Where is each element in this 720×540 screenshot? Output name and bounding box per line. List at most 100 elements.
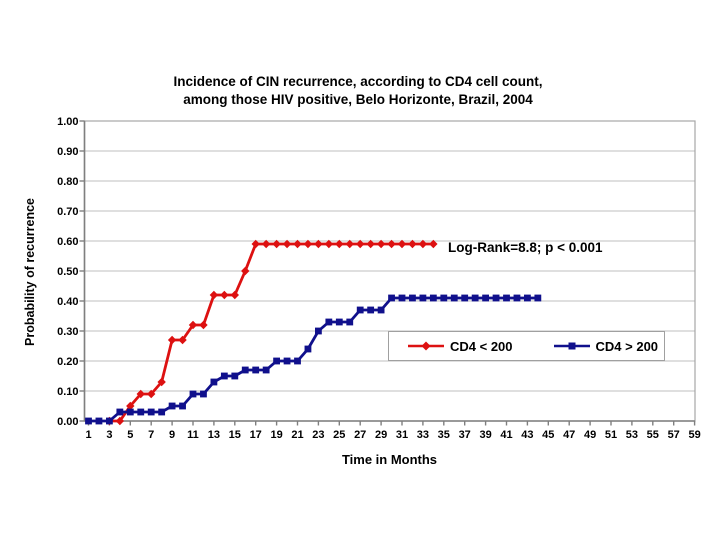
x-tick-label: 31: [396, 429, 408, 441]
data-point-diamond: [314, 239, 323, 249]
data-point-square: [398, 294, 406, 302]
y-tick-label: 0.30: [57, 326, 78, 338]
data-point-diamond: [366, 239, 375, 249]
data-point-diamond: [335, 239, 344, 249]
x-tick-label: 21: [291, 429, 303, 441]
x-tick-label: 39: [479, 429, 491, 441]
data-point-square: [367, 306, 375, 314]
y-tick-label: 0.80: [57, 176, 78, 188]
x-tick-label: 43: [521, 429, 533, 441]
data-point-square: [492, 294, 500, 302]
data-point-square: [262, 366, 270, 374]
data-point-square: [482, 294, 489, 302]
data-point-diamond: [220, 290, 229, 300]
x-tick-label: 37: [459, 429, 471, 441]
data-point-square: [85, 417, 92, 425]
legend-item-cd4-gt-200: CD4 > 200: [553, 338, 659, 354]
data-point-square: [513, 294, 521, 302]
x-tick-label: 45: [542, 429, 554, 441]
x-tick-label: 57: [668, 429, 680, 441]
x-axis-title: Time in Months: [341, 452, 438, 467]
data-point-square: [210, 378, 218, 386]
data-point-diamond: [157, 377, 166, 387]
data-point-square: [471, 294, 479, 302]
data-point-square: [147, 408, 155, 416]
legend-red-diamond-marker-icon: [408, 341, 444, 351]
data-point-square: [273, 357, 280, 365]
data-point-square: [503, 294, 510, 302]
x-tick-label: 47: [563, 429, 575, 441]
data-point-square: [95, 417, 103, 425]
x-tick-label: 23: [312, 429, 324, 441]
x-tick-label: 49: [584, 429, 596, 441]
y-tick-label: 0.10: [57, 386, 78, 398]
data-point-diamond: [178, 335, 187, 345]
data-point-diamond: [387, 239, 396, 249]
y-axis-title: Probability of recurrence: [23, 198, 37, 346]
x-tick-label: 53: [626, 429, 638, 441]
data-point-square: [409, 294, 416, 302]
x-tick-label: 17: [250, 429, 262, 441]
x-tick-label: 59: [688, 429, 700, 441]
data-point-square: [429, 294, 437, 302]
x-tick-label: 19: [270, 429, 282, 441]
data-point-square: [419, 294, 427, 302]
x-tick-label: 35: [438, 429, 450, 441]
data-point-square: [356, 306, 364, 314]
data-point-square: [440, 294, 448, 302]
data-point-square: [346, 318, 354, 326]
y-tick-label: 0.40: [57, 296, 78, 308]
data-point-diamond: [324, 239, 334, 249]
x-tick-label: 1: [85, 429, 91, 441]
data-point-diamond: [167, 335, 177, 345]
x-tick-label: 55: [647, 429, 659, 441]
data-point-square: [377, 306, 385, 314]
data-point-diamond: [418, 239, 428, 249]
data-point-diamond: [282, 239, 292, 249]
data-point-square: [106, 417, 113, 425]
x-tick-label: 3: [106, 429, 112, 441]
data-point-square: [534, 294, 542, 302]
data-point-diamond: [272, 239, 281, 249]
data-point-square: [304, 345, 312, 353]
data-point-square: [168, 402, 176, 410]
data-point-diamond: [261, 239, 271, 249]
data-point-square: [158, 408, 166, 416]
data-point-diamond: [136, 389, 145, 399]
data-point-square: [283, 357, 291, 365]
data-point-square: [241, 366, 249, 374]
legend-label-cd4-gt-200: CD4 > 200: [595, 338, 659, 354]
x-tick-label: 51: [605, 429, 617, 441]
x-tick-label: 25: [333, 429, 345, 441]
y-tick-label: 0.20: [57, 356, 78, 368]
data-point-square: [231, 372, 239, 380]
data-point-square: [461, 294, 469, 302]
data-point-diamond: [408, 239, 417, 249]
y-tick-label: 0.00: [57, 416, 78, 428]
x-tick-label: 11: [187, 429, 199, 441]
x-tick-label: 15: [229, 429, 241, 441]
data-point-diamond: [209, 290, 219, 300]
data-point-square: [524, 294, 531, 302]
data-point-square: [137, 408, 145, 416]
x-tick-label: 13: [208, 429, 220, 441]
legend-label-cd4-lt-200: CD4 < 200: [450, 338, 513, 354]
data-point-square: [294, 357, 301, 365]
data-point-square: [335, 318, 343, 326]
y-tick-label: 0.70: [57, 206, 78, 218]
data-point-diamond: [188, 320, 198, 330]
data-point-diamond: [230, 290, 239, 300]
data-point-square: [116, 408, 124, 416]
y-tick-label: 1.00: [57, 116, 78, 128]
data-point-square: [126, 408, 134, 416]
data-point-diamond: [345, 239, 354, 249]
log-rank-annotation: Log-Rank=8.8; p < 0.001: [448, 240, 603, 255]
data-point-square: [179, 402, 186, 410]
x-tick-label: 27: [354, 429, 366, 441]
data-point-diamond: [241, 266, 250, 276]
x-tick-label: 7: [148, 429, 154, 441]
data-point-diamond: [303, 239, 313, 249]
data-point-diamond: [147, 389, 156, 399]
